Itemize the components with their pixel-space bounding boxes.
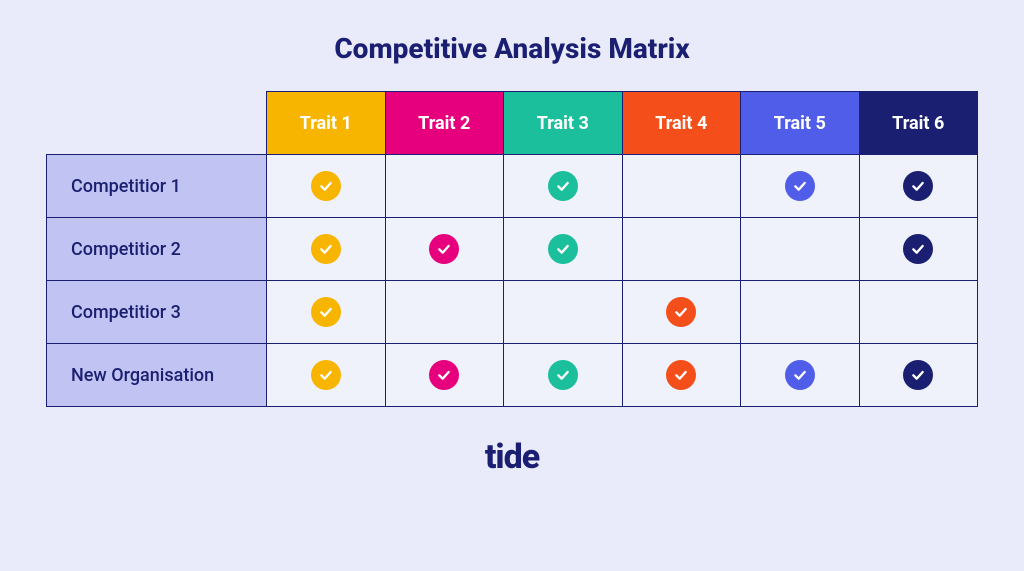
checkmark-icon xyxy=(311,234,341,264)
checkmark-icon xyxy=(903,171,933,201)
checkmark-icon xyxy=(429,360,459,390)
matrix-cell xyxy=(385,155,504,218)
checkmark-icon xyxy=(548,171,578,201)
trait-header: Trait 4 xyxy=(622,92,741,155)
table-body: Competitior 1Competitior 2Competitior 3N… xyxy=(47,155,978,407)
matrix-cell xyxy=(267,281,386,344)
matrix-cell xyxy=(385,218,504,281)
row-header: Competitior 2 xyxy=(47,218,267,281)
matrix-cell xyxy=(622,281,741,344)
page-title: Competitive Analysis Matrix xyxy=(334,32,689,65)
checkmark-icon xyxy=(311,171,341,201)
matrix-cell xyxy=(859,155,978,218)
checkmark-icon xyxy=(785,360,815,390)
row-header: Competitior 3 xyxy=(47,281,267,344)
matrix-cell xyxy=(859,218,978,281)
row-header: New Organisation xyxy=(47,344,267,407)
checkmark-icon xyxy=(429,234,459,264)
matrix-cell xyxy=(622,155,741,218)
matrix-cell xyxy=(741,344,860,407)
matrix-cell xyxy=(267,218,386,281)
trait-header: Trait 2 xyxy=(385,92,504,155)
corner-cell xyxy=(47,92,267,155)
brand-logo: tide xyxy=(485,437,539,477)
matrix-cell xyxy=(504,155,623,218)
trait-header: Trait 3 xyxy=(504,92,623,155)
matrix-cell xyxy=(622,218,741,281)
table-row: New Organisation xyxy=(47,344,978,407)
matrix-cell xyxy=(859,281,978,344)
matrix-cell xyxy=(741,218,860,281)
matrix-cell xyxy=(267,344,386,407)
matrix-cell xyxy=(622,344,741,407)
analysis-matrix-table: Trait 1Trait 2Trait 3Trait 4Trait 5Trait… xyxy=(46,91,978,407)
matrix-cell xyxy=(741,155,860,218)
table-row: Competitior 3 xyxy=(47,281,978,344)
trait-header: Trait 1 xyxy=(267,92,386,155)
matrix-cell xyxy=(385,344,504,407)
matrix-cell xyxy=(385,281,504,344)
page: Competitive Analysis Matrix Trait 1Trait… xyxy=(0,0,1024,571)
trait-header: Trait 5 xyxy=(741,92,860,155)
table-header: Trait 1Trait 2Trait 3Trait 4Trait 5Trait… xyxy=(47,92,978,155)
checkmark-icon xyxy=(666,297,696,327)
checkmark-icon xyxy=(903,360,933,390)
matrix-cell xyxy=(267,155,386,218)
matrix-cell xyxy=(859,344,978,407)
checkmark-icon xyxy=(903,234,933,264)
table-row: Competitior 1 xyxy=(47,155,978,218)
checkmark-icon xyxy=(548,234,578,264)
matrix-cell xyxy=(504,344,623,407)
matrix-cell xyxy=(504,281,623,344)
row-header: Competitior 1 xyxy=(47,155,267,218)
checkmark-icon xyxy=(311,297,341,327)
table-row: Competitior 2 xyxy=(47,218,978,281)
checkmark-icon xyxy=(666,360,696,390)
checkmark-icon xyxy=(548,360,578,390)
checkmark-icon xyxy=(785,171,815,201)
checkmark-icon xyxy=(311,360,341,390)
matrix-cell xyxy=(504,218,623,281)
trait-header: Trait 6 xyxy=(859,92,978,155)
matrix-cell xyxy=(741,281,860,344)
